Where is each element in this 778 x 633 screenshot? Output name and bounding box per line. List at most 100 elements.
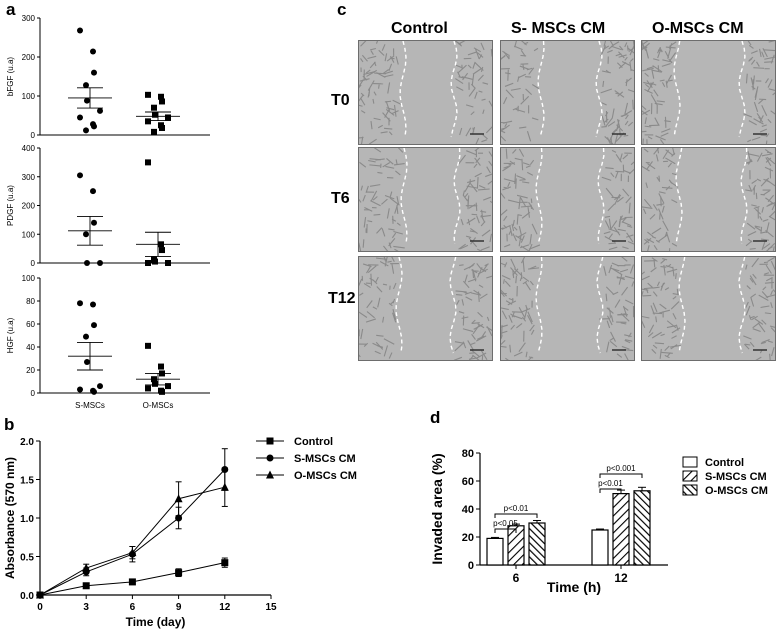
- cell: [478, 184, 486, 189]
- cell: [601, 176, 612, 181]
- cell: [665, 74, 672, 85]
- data-point: [152, 111, 158, 118]
- cell: [392, 309, 397, 321]
- cell: [376, 334, 384, 337]
- cell: [758, 99, 764, 105]
- cell: [663, 264, 666, 276]
- cell: [468, 87, 476, 97]
- cell: [477, 74, 484, 81]
- significance-bracket: [599, 488, 622, 493]
- cell: [665, 80, 668, 88]
- cell: [502, 279, 505, 284]
- cell: [611, 108, 615, 119]
- cell: [749, 247, 756, 250]
- cell: [521, 41, 528, 46]
- cell: [767, 202, 774, 207]
- cell: [477, 323, 485, 329]
- cell: [359, 311, 368, 318]
- cell: [381, 198, 388, 205]
- cell: [610, 136, 613, 144]
- micrograph-drawing: [359, 148, 492, 251]
- cell: [765, 222, 770, 234]
- cell: [624, 102, 629, 115]
- cell: [666, 268, 678, 273]
- cell: [659, 303, 667, 310]
- cell: [675, 273, 677, 280]
- cell: [474, 48, 480, 59]
- cell: [662, 149, 670, 160]
- cell: [503, 186, 509, 189]
- cell: [747, 150, 751, 161]
- cell: [642, 294, 652, 297]
- y-tick-label: 100: [22, 274, 36, 283]
- cell: [644, 125, 652, 128]
- data-point: [145, 118, 151, 125]
- y-tick-label: 0.5: [20, 553, 34, 564]
- cell: [509, 225, 513, 237]
- cell: [660, 259, 666, 264]
- cell: [519, 65, 530, 70]
- cell: [667, 162, 672, 168]
- cell: [622, 246, 629, 250]
- micrograph-drawing: [642, 257, 775, 360]
- cell: [501, 55, 506, 60]
- cell: [754, 318, 764, 325]
- cell: [463, 291, 468, 294]
- cell: [765, 157, 772, 163]
- cell: [642, 46, 648, 49]
- cell: [665, 185, 671, 191]
- cell: [519, 126, 527, 129]
- data-point: [151, 104, 157, 111]
- wound-edge-left: [535, 257, 543, 354]
- cell-texture: [642, 148, 775, 251]
- cell: [461, 316, 469, 319]
- cell: [605, 293, 608, 302]
- cell: [512, 219, 515, 227]
- wound-edge-right: [597, 148, 605, 245]
- cell: [669, 52, 677, 62]
- cell: [389, 191, 393, 197]
- cell: [618, 220, 621, 227]
- cell: [642, 206, 653, 209]
- cell: [464, 193, 469, 198]
- cell: [664, 345, 670, 351]
- y-tick-label: 300: [22, 14, 36, 23]
- cell: [481, 139, 488, 143]
- cell: [606, 315, 613, 326]
- cell: [505, 148, 508, 159]
- cell: [529, 159, 535, 166]
- cell: [609, 267, 620, 272]
- cell: [393, 230, 403, 235]
- cell: [381, 44, 386, 51]
- cell: [667, 263, 672, 268]
- cell: [661, 186, 673, 189]
- cell: [652, 286, 660, 289]
- cell: [670, 181, 679, 188]
- cell: [653, 89, 659, 97]
- cell: [755, 356, 762, 360]
- cell: [359, 292, 364, 296]
- micrograph-t6-col1: [358, 147, 493, 252]
- cell: [608, 246, 618, 251]
- cell: [505, 89, 514, 99]
- x-tick-label: 9: [176, 602, 182, 613]
- cell: [372, 342, 383, 349]
- y-tick-label: 80: [26, 297, 35, 306]
- wound-edge-left: [395, 257, 403, 354]
- y-tick-label: 0: [31, 389, 36, 398]
- y-tick-label: 60: [26, 320, 35, 329]
- cell: [363, 342, 369, 347]
- cell: [756, 113, 762, 120]
- cell: [391, 110, 399, 115]
- cell: [761, 51, 765, 58]
- cell: [457, 71, 461, 78]
- cell: [466, 217, 476, 224]
- cell: [756, 178, 762, 182]
- cell: [502, 120, 513, 124]
- cell: [525, 282, 531, 291]
- cell: [522, 276, 530, 282]
- data-point: [145, 385, 151, 392]
- cell: [517, 232, 527, 238]
- cell: [482, 82, 489, 85]
- micrograph-t12-col2: [500, 256, 635, 361]
